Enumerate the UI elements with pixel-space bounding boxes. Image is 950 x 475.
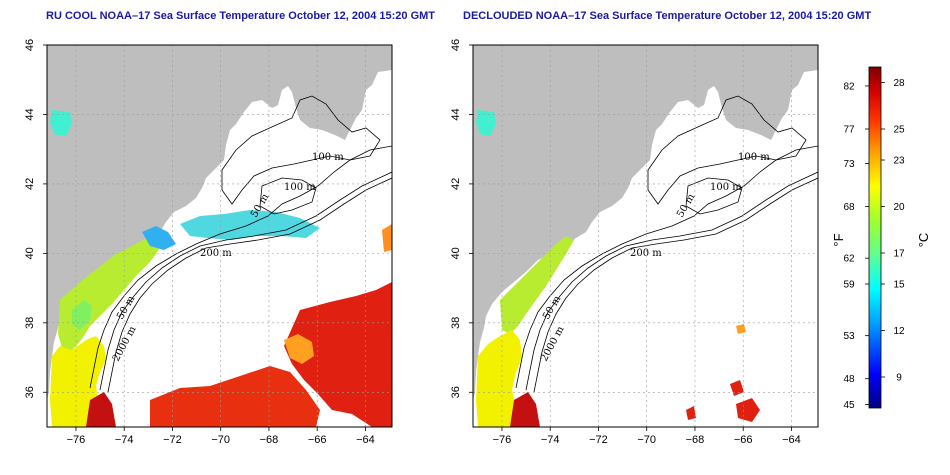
right-sst-nearshore-yellow bbox=[476, 330, 522, 427]
colorbar-c-tick-label: 23 bbox=[893, 156, 905, 167]
left-contour-gulf-of-maine bbox=[221, 95, 381, 205]
colorbar-f-tick-label: 53 bbox=[843, 331, 855, 342]
left-contour-100m bbox=[89, 145, 392, 389]
right-sst-red-patch-c bbox=[686, 406, 696, 420]
right-y-tick-label: 44 bbox=[450, 108, 462, 120]
right-contour-label-100m-b: 100 m bbox=[710, 182, 742, 193]
left-sst-offshore-red-south bbox=[150, 366, 320, 427]
left-sst-gulf-of-maine-blue bbox=[142, 226, 176, 250]
colorbar-fahrenheit-unit: °F bbox=[831, 233, 846, 246]
right-y-tick-label: 42 bbox=[450, 178, 462, 190]
left-map-panel: 100 m 100 m 50 m 200 m 50 m 2000 m −76 −7… bbox=[24, 39, 393, 446]
left-y-tick-label: 36 bbox=[24, 386, 36, 398]
left-x-tick-label: −68 bbox=[260, 434, 279, 446]
left-sst-nova-scotia-cyan bbox=[50, 110, 72, 136]
left-contour-label-200m: 200 m bbox=[200, 248, 232, 259]
right-map-panel: 100 m 100 m 50 m 200 m 50 m 2000 m −76 −7… bbox=[450, 39, 819, 446]
left-map-axis-ticks: −76 −74 −72 −70 −68 −66 −64 46 44 42 40 38 36 bbox=[24, 39, 375, 446]
right-contour-label-100m-a: 100 m bbox=[738, 152, 770, 163]
colorbar-c-tick-label: 12 bbox=[893, 326, 905, 337]
left-x-tick-label: −70 bbox=[211, 434, 230, 446]
right-x-tick-label: −66 bbox=[734, 434, 753, 446]
left-sst-gulfstream-core bbox=[86, 392, 116, 427]
left-sst-chesapeake-green bbox=[72, 300, 92, 330]
left-x-tick-label: −66 bbox=[308, 434, 327, 446]
right-y-tick-label: 38 bbox=[450, 317, 462, 329]
right-x-tick-label: −64 bbox=[782, 434, 801, 446]
left-contour-200m bbox=[99, 171, 392, 391]
colorbar-celsius-unit: °C bbox=[916, 233, 931, 248]
right-contour-label-200m: 200 m bbox=[630, 248, 662, 259]
colorbar-c-tick-label: 20 bbox=[893, 202, 905, 213]
colorbar-f-tick-label: 82 bbox=[843, 81, 855, 92]
colorbar-c-tick-label: 9 bbox=[896, 373, 902, 384]
left-y-tick-label: 38 bbox=[24, 317, 36, 329]
right-sst-nova-scotia-cyan bbox=[476, 110, 496, 136]
right-panel-title: DECLOUDED NOAA–17 Sea Surface Temperatur… bbox=[463, 10, 872, 22]
right-x-tick-label: −72 bbox=[589, 434, 608, 446]
right-map-axis-ticks: −76 −74 −72 −70 −68 −66 −64 46 44 42 40 38 36 bbox=[450, 39, 801, 446]
right-x-tick-label: −68 bbox=[686, 434, 705, 446]
right-sst-coastal-band bbox=[500, 236, 574, 334]
right-sst-gulfstream-core bbox=[510, 392, 540, 427]
right-map-frame bbox=[472, 44, 819, 428]
colorbar-c-tick-label: 28 bbox=[893, 78, 905, 89]
right-x-tick-label: −74 bbox=[541, 434, 560, 446]
right-contour-100m bbox=[515, 145, 818, 389]
left-sst-offshore-red-east bbox=[284, 282, 392, 427]
left-contour-label-100m-b: 100 m bbox=[284, 182, 316, 193]
right-contour-georges-bank bbox=[685, 177, 743, 215]
left-map-land bbox=[47, 45, 392, 400]
colorbar-f-tick-label: 77 bbox=[843, 125, 855, 136]
colorbar-f-tick-label: 59 bbox=[843, 280, 855, 291]
colorbar-f-tick-label: 68 bbox=[843, 202, 855, 213]
right-map-gridlines bbox=[473, 44, 818, 427]
colorbar-f-tick-label: 48 bbox=[843, 374, 855, 385]
left-x-tick-label: −74 bbox=[115, 434, 134, 446]
right-y-tick-label: 40 bbox=[450, 247, 462, 259]
left-sst-orange-east bbox=[382, 224, 392, 252]
left-sst-orange-patch bbox=[284, 334, 314, 364]
left-x-tick-label: −76 bbox=[67, 434, 86, 446]
right-contour-200m bbox=[525, 171, 818, 391]
right-sst-red-patch-a bbox=[736, 398, 760, 422]
left-map-gridlines bbox=[47, 44, 392, 427]
left-contour-label-100m-a: 100 m bbox=[312, 152, 344, 163]
left-contour-2000m bbox=[107, 177, 392, 393]
right-y-tick-label: 46 bbox=[450, 39, 462, 51]
left-x-tick-label: −64 bbox=[356, 434, 375, 446]
colorbar-c-tick-label: 17 bbox=[893, 249, 905, 260]
temperature-colorbar: 82 77 73 68 62 59 53 48 45 28 25 23 20 17 15 12 9 °F °C bbox=[831, 66, 931, 411]
right-x-tick-label: −76 bbox=[493, 434, 512, 446]
left-sst-shelf-cyan bbox=[180, 210, 320, 240]
left-map-frame bbox=[46, 44, 393, 428]
left-contour-georges-bank bbox=[259, 177, 317, 215]
left-y-tick-label: 42 bbox=[24, 178, 36, 190]
right-x-tick-label: −70 bbox=[637, 434, 656, 446]
colorbar-f-tick-label: 73 bbox=[843, 159, 855, 170]
colorbar-f-tick-label: 45 bbox=[843, 400, 855, 411]
left-y-tick-label: 40 bbox=[24, 247, 36, 259]
colorbar-gradient bbox=[868, 66, 882, 409]
left-panel-title: RU COOL NOAA–17 Sea Surface Temperature … bbox=[46, 10, 436, 22]
right-contour-2000m bbox=[533, 177, 818, 393]
right-contour-gulf-of-maine bbox=[647, 95, 807, 205]
left-x-tick-label: −72 bbox=[163, 434, 182, 446]
colorbar-c-tick-label: 15 bbox=[893, 280, 905, 291]
colorbar-ticks: 82 77 73 68 62 59 53 48 45 28 25 23 20 17 15 12 9 bbox=[843, 78, 905, 411]
colorbar-f-tick-label: 62 bbox=[843, 254, 855, 265]
right-map-land bbox=[473, 45, 818, 400]
right-y-tick-label: 36 bbox=[450, 386, 462, 398]
colorbar-c-tick-label: 25 bbox=[893, 125, 905, 136]
left-y-tick-label: 46 bbox=[24, 39, 36, 51]
left-y-tick-label: 44 bbox=[24, 108, 36, 120]
